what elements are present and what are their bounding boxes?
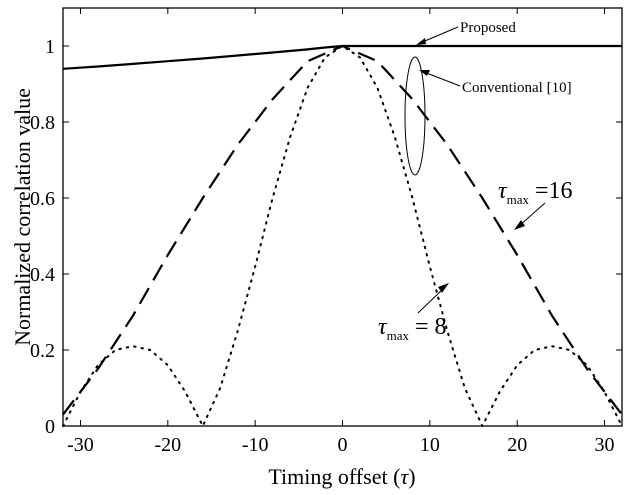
- arrow-tau16-line: [518, 202, 546, 227]
- series-conventional-8: [62, 45, 623, 427]
- annotations: Proposed Conventional [10] τmax =16 τmax =…: [378, 20, 573, 343]
- x-tick-label: -30: [67, 434, 94, 456]
- arrow-conventional-line: [423, 71, 461, 87]
- x-tick-label: 0: [338, 434, 348, 456]
- x-tick-label: -20: [154, 434, 181, 456]
- tau8-value: = 8: [415, 314, 447, 340]
- label-tau-16: τmax =16: [498, 178, 573, 207]
- tau8-symbol: τ: [378, 314, 388, 340]
- annotation-conventional: Conventional [10]: [462, 80, 572, 96]
- arrow-tau16-head: [514, 220, 525, 230]
- x-axis-label: Timing offset (τ): [268, 464, 415, 489]
- series-proposed: [62, 44, 622, 70]
- tick-labels: -30 -20 -10 0 10 20 30 0 0.2 0.4 0.6 0.8 1: [30, 36, 615, 456]
- y-tick-label: 0.6: [30, 188, 55, 210]
- x-tick-label: 20: [507, 434, 527, 456]
- tau16-symbol: τ: [498, 178, 508, 204]
- series-conventional-16: [62, 44, 623, 416]
- arrow-tau8-head: [438, 283, 449, 293]
- tau16-subscript: max: [507, 192, 530, 207]
- plot-frame: [62, 7, 623, 427]
- series-layer: [62, 44, 623, 427]
- arrow-conventional-head: [419, 70, 430, 76]
- arrow-proposed-head: [416, 38, 426, 45]
- tau8-subscript: max: [387, 328, 410, 343]
- arrow-proposed-line: [419, 26, 459, 44]
- y-axis-label: Normalized correlation value: [10, 88, 35, 346]
- annotation-proposed: Proposed: [460, 20, 516, 36]
- x-axis-label-text: Timing offset (: [268, 464, 400, 489]
- y-tick-label: 1: [45, 36, 55, 58]
- x-tick-label: -10: [242, 434, 269, 456]
- x-axis-label-close: ): [408, 464, 415, 489]
- label-tau-8: τmax = 8: [378, 314, 447, 343]
- x-tick-label: 30: [595, 434, 615, 456]
- conventional-ellipse: [404, 56, 426, 176]
- y-tick-label: 0.8: [30, 112, 55, 134]
- y-tick-label: 0.2: [30, 340, 55, 362]
- axis-ticks: [63, 8, 622, 427]
- x-tick-label: 10: [420, 434, 440, 456]
- y-tick-label: 0: [45, 416, 55, 438]
- y-tick-label: 0.4: [30, 264, 55, 286]
- x-axis-label-symbol: τ: [400, 464, 409, 489]
- tau16-value: =16: [535, 178, 573, 204]
- arrow-tau8-line: [417, 287, 445, 314]
